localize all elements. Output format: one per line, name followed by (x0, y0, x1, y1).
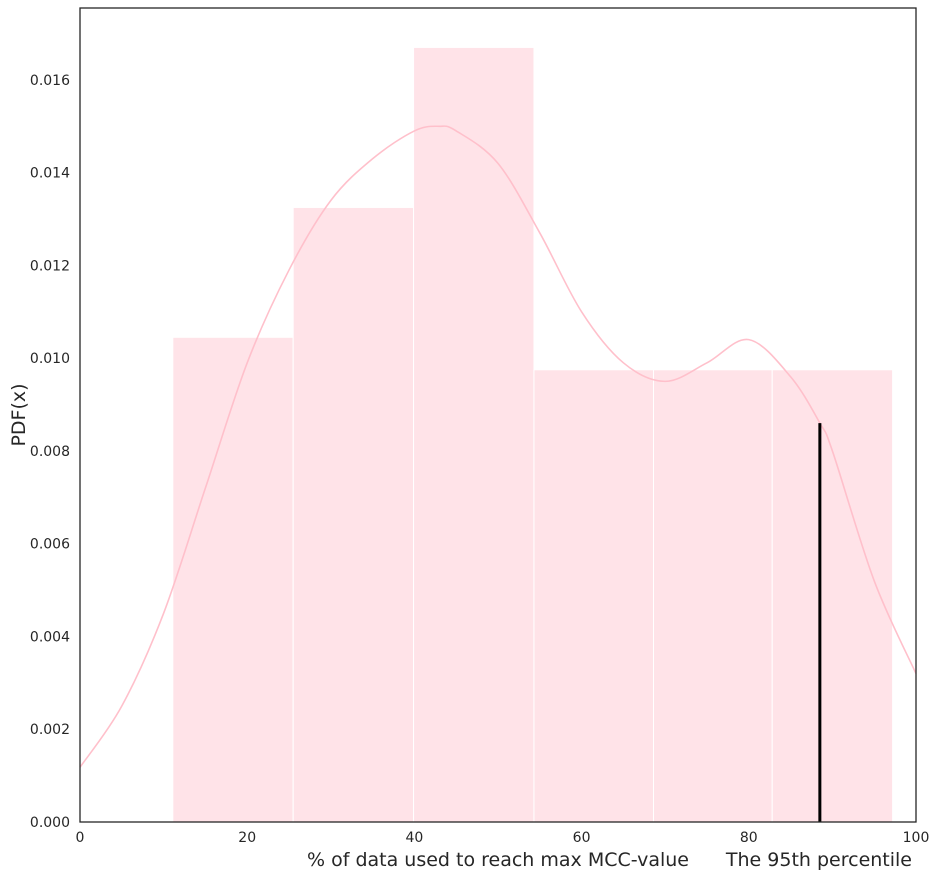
percentile-annotation: The 95th percentile (725, 849, 912, 871)
y-tick-label: 0.016 (30, 73, 70, 89)
histogram-bar-1 (172, 336, 294, 823)
plot-frame (79, 7, 917, 823)
x-tick-label: 80 (740, 830, 758, 846)
y-tick-label: 0.014 (30, 166, 70, 182)
y-axis-ticks: 0.000 0.002 0.004 0.006 0.008 0.010 0.012 0.014… (30, 73, 70, 831)
x-tick-label: 100 (903, 830, 930, 846)
histogram-bar-6 (771, 369, 894, 823)
kde-curve (79, 125, 917, 768)
y-tick-label: 0.010 (30, 351, 70, 367)
histogram-bar-2 (292, 206, 415, 823)
y-tick-label: 0.012 (30, 258, 70, 274)
x-tick-label: 60 (573, 830, 591, 846)
y-tick-label: 0.004 (30, 629, 70, 645)
y-tick-label: 0.008 (30, 444, 70, 460)
histogram-bar-4 (533, 369, 654, 823)
y-tick-label: 0.006 (30, 537, 70, 553)
y-axis-label: PDF(x) (8, 383, 30, 446)
histogram-bar-5 (652, 369, 773, 823)
y-tick-label: 0.000 (30, 815, 70, 831)
y-tick-label: 0.002 (30, 722, 70, 738)
x-axis-label: % of data used to reach max MCC-value (307, 849, 689, 871)
x-tick-label: 20 (238, 830, 256, 846)
histogram-bar-3 (413, 46, 535, 823)
histogram-bars (172, 46, 894, 823)
x-axis-ticks: 0 20 40 60 80 100 (76, 830, 930, 846)
x-tick-label: 0 (76, 830, 85, 846)
x-tick-label: 40 (405, 830, 423, 846)
